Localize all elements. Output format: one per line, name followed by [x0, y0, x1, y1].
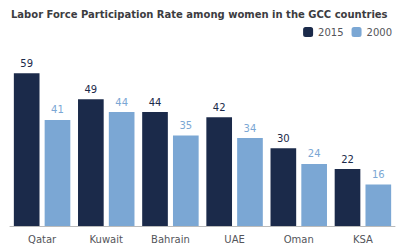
svg-text:2000: 2000	[367, 27, 392, 38]
svg-text:UAE: UAE	[224, 234, 244, 245]
svg-text:Bahrain: Bahrain	[151, 234, 190, 245]
svg-text:Kuwait: Kuwait	[90, 234, 123, 245]
svg-text:44: 44	[149, 97, 162, 108]
svg-text:59: 59	[20, 58, 33, 69]
svg-text:49: 49	[84, 84, 97, 95]
svg-text:44: 44	[115, 97, 128, 108]
svg-text:2015: 2015	[318, 27, 343, 38]
svg-text:Qatar: Qatar	[28, 234, 57, 245]
svg-text:35: 35	[179, 120, 192, 131]
svg-text:30: 30	[277, 133, 290, 144]
svg-text:42: 42	[213, 102, 226, 113]
svg-text:22: 22	[341, 154, 354, 165]
svg-text:16: 16	[372, 169, 385, 180]
svg-text:24: 24	[308, 148, 321, 159]
svg-text:Oman: Oman	[284, 234, 314, 245]
svg-text:KSA: KSA	[353, 234, 373, 245]
svg-text:34: 34	[244, 123, 257, 134]
svg-text:Labor Force Participation Rate: Labor Force Participation Rate among wom…	[11, 9, 388, 20]
svg-text:41: 41	[51, 104, 64, 115]
